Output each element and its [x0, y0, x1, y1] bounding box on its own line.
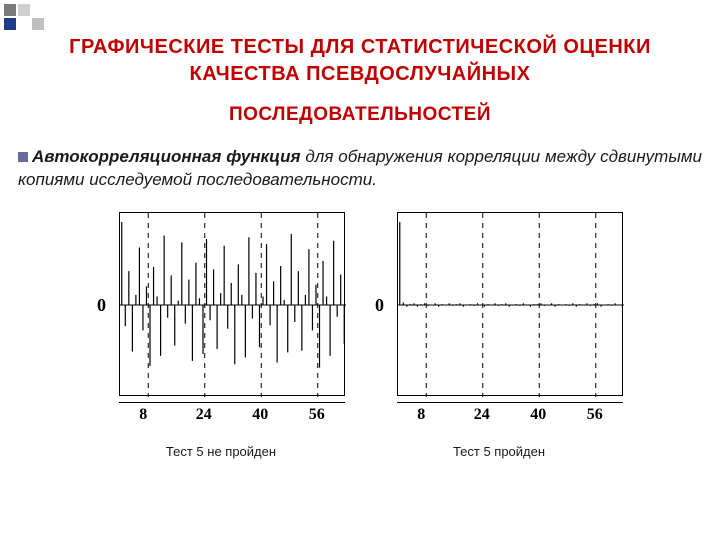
corner-decoration	[4, 4, 44, 30]
main-word: функция	[226, 147, 300, 166]
chart-left-caption: Тест 5 не пройден	[166, 444, 276, 459]
bullet-icon	[18, 152, 28, 162]
title-line-1: ГРАФИЧЕСКИЕ ТЕСТЫ ДЛЯ СТАТИСТИЧЕСКОЙ ОЦЕ…	[0, 34, 720, 61]
body-paragraph: Автокорреляционная функция для обнаружен…	[18, 146, 702, 192]
chart-right-wrap: 0 8244056 Тест 5 пройден	[369, 206, 629, 459]
lead-word: Автокорреляционная	[32, 147, 221, 166]
body-rest-1: для обнаружения	[305, 147, 442, 166]
chart-left-ylabel: 0	[97, 295, 106, 316]
chart-right-ylabel: 0	[375, 295, 384, 316]
chart-left: 0 8244056	[91, 206, 351, 436]
charts-row: 0 8244056 Тест 5 не пройден 0 8244056 Те…	[0, 206, 720, 459]
chart-left-wrap: 0 8244056 Тест 5 не пройден	[91, 206, 351, 459]
title-line-2: КАЧЕСТВА ПСЕВДОСЛУЧАЙНЫХ	[0, 61, 720, 88]
chart-right-caption: Тест 5 пройден	[453, 444, 545, 459]
chart-right: 0 8244056	[369, 206, 629, 436]
title-line-3: ПОСЛЕДОВАТЕЛЬНОСТЕЙ	[0, 102, 720, 128]
title-block: ГРАФИЧЕСКИЕ ТЕСТЫ ДЛЯ СТАТИСТИЧЕСКОЙ ОЦЕ…	[0, 0, 720, 128]
